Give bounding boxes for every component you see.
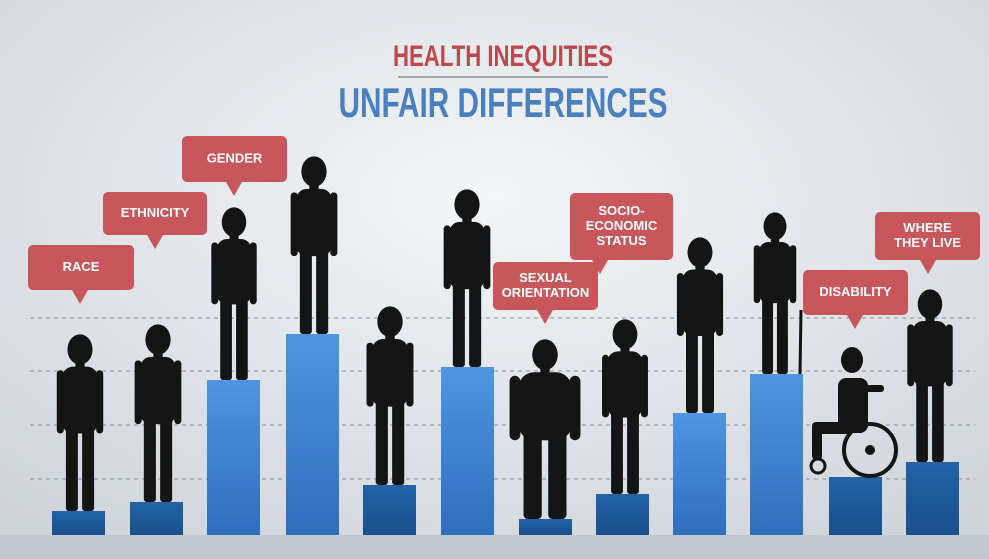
pedestal [207,380,260,535]
arm [174,360,181,424]
head [532,339,558,370]
head [145,324,170,355]
label-text: ORIENTATION [502,285,590,300]
leg [932,376,944,462]
head [688,237,713,267]
leg [236,294,248,380]
label-text: DISABILITY [819,284,892,299]
leg [469,279,481,368]
arm [367,343,374,407]
pedestal [52,511,105,535]
pedestal [363,485,416,535]
label-text: STATUS [596,233,646,248]
head [764,212,787,240]
arm [754,245,760,303]
arm [570,376,581,440]
label-text: THEY LIVE [894,235,961,250]
leg [392,396,404,485]
arm [641,355,648,418]
label-text: SOCIO- [598,203,644,218]
arm [790,245,796,303]
arm [96,370,103,433]
arm [510,376,521,440]
label-text: WHERE [903,220,952,235]
head [67,334,92,364]
pedestal [596,494,649,535]
title-line-1: HEALTH INEQUITIES [393,40,613,73]
arm [135,360,142,424]
pedestal [130,502,183,535]
leg [762,294,773,375]
leg [220,294,232,380]
arm [602,355,609,418]
label-text: ECONOMIC [586,218,658,233]
floor [0,535,989,559]
leg [702,326,714,414]
leg [611,407,623,494]
pedestal [906,462,959,535]
leg [300,246,312,335]
arm [330,192,337,256]
leg [916,376,928,462]
arm [946,324,953,386]
head [301,156,326,187]
head [841,347,863,373]
arm [860,385,884,392]
leg [777,294,788,375]
pedestal [673,413,726,535]
cane [800,310,801,374]
leg [316,246,328,335]
head [613,319,638,349]
arm [250,242,257,304]
arm [677,273,684,336]
arm [291,192,298,256]
head [454,189,479,220]
leg [376,396,388,485]
leg [453,279,465,368]
arm [907,324,914,386]
title-line-2: UNFAIR DIFFERENCES [339,79,668,126]
arm [211,242,218,304]
pedestal [829,477,882,535]
arm [57,370,64,433]
head [377,306,402,337]
leg [812,422,822,460]
arm [483,225,490,289]
pedestal [750,374,803,535]
pedestal [519,519,572,535]
leg [627,407,639,494]
pedestal [441,367,494,535]
leg [66,423,78,511]
leg [524,430,542,520]
infographic: HEALTH INEQUITIES UNFAIR DIFFERENCES RAC… [0,0,989,559]
leg [144,414,156,503]
label-text: SEXUAL [519,270,572,285]
body: HEALTH INEQUITIES UNFAIR DIFFERENCES RAC… [0,0,989,559]
label-text: ETHNICITY [121,205,190,220]
wheel-hub [865,445,875,455]
leg [82,423,94,511]
pedestal [286,334,339,535]
leg [686,326,698,414]
arm [716,273,723,336]
label-text: RACE [63,259,100,274]
head [222,207,247,237]
leg [548,430,566,520]
head [918,289,943,319]
arm [444,225,451,289]
arm [406,343,413,407]
leg [160,414,172,503]
label-text: GENDER [207,150,263,165]
page: Health Inequities {"title": {"line1": "H… [0,0,989,559]
